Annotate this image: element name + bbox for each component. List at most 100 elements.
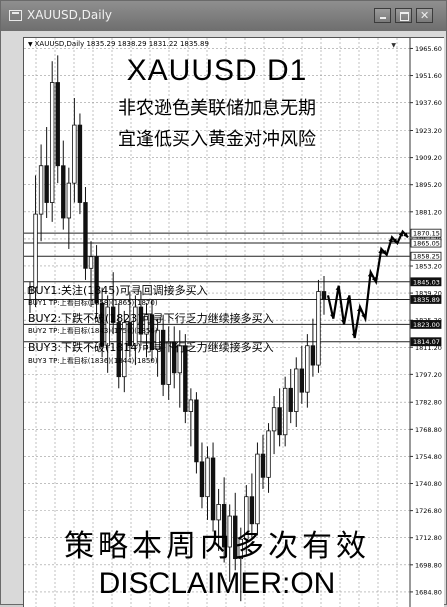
price-tag-label: 1870.15 <box>413 230 440 238</box>
price-axis-label: 1811.20 <box>415 344 442 352</box>
projection-arrow-head <box>381 249 387 255</box>
projection-arrow-head <box>361 313 366 319</box>
candle-body-bearish <box>183 345 188 412</box>
candle-body-bullish <box>255 453 260 525</box>
price-axis-label: 1839.20 <box>415 290 442 298</box>
projection-arrow-head <box>330 313 335 319</box>
projection-arrow-head <box>371 276 376 282</box>
price-tag-box <box>410 295 442 304</box>
projection-arrow-head <box>346 295 351 301</box>
candle-body-bullish <box>27 287 33 294</box>
price-tag-label: 1823.00 <box>413 321 440 329</box>
price-tag-box <box>410 320 442 329</box>
maximize-button[interactable] <box>395 8 412 23</box>
candle-body-bearish <box>116 322 121 378</box>
price-tag-box <box>410 228 442 238</box>
candle-body-bullish <box>282 387 288 436</box>
buy2-tp-label: BUY2 TP:上看目标(1843)(1750)(1856) <box>28 327 158 335</box>
candle-body-bullish <box>166 341 171 385</box>
candle-body-bullish <box>155 329 160 350</box>
price-axis-label: 1782.80 <box>415 399 442 407</box>
candle-body-bearish <box>321 291 327 300</box>
chart-shift-marker-icon[interactable]: ▼ <box>391 42 396 49</box>
candle-body-bearish <box>127 322 133 347</box>
price-axis-label: 1712.80 <box>415 534 442 542</box>
candle-body-bullish <box>271 407 277 432</box>
price-axis-label: 1698.80 <box>415 561 442 569</box>
candle-body-bullish <box>216 504 221 521</box>
ohlc-text: XAUUSD,Daily 1835.29 1838.29 1831.22 183… <box>34 40 209 48</box>
candle-body-bearish <box>260 453 266 478</box>
candle-body-bearish <box>138 306 144 335</box>
candle-body-bullish <box>133 306 138 347</box>
projection-arrow-head <box>388 237 394 243</box>
buy1-label: BUY1:关注(1845)可寻回调接多买入 <box>28 284 208 297</box>
candle-body-bullish <box>122 322 127 378</box>
dropdown-triangle-icon[interactable]: ▼ <box>28 41 33 48</box>
price-tag-label: 1835.89 <box>413 296 440 304</box>
candle-body-bearish <box>111 306 116 323</box>
candle-body-bullish <box>266 430 271 478</box>
price-axis-label: 1965.60 <box>415 45 442 53</box>
price-axis-label: 1754.80 <box>415 453 442 461</box>
candle-body-bearish <box>199 461 205 498</box>
price-axis-label: 1909.20 <box>415 154 442 162</box>
price-tag-box <box>410 238 442 248</box>
price-tag-label: 1814.07 <box>413 338 440 346</box>
projection-arrow-head <box>378 248 383 254</box>
candle-body-bullish <box>66 182 72 219</box>
minimize-icon <box>380 17 386 19</box>
projection-arrow-head <box>367 272 373 277</box>
maximize-icon <box>400 12 409 21</box>
price-tag-label: 1845.03 <box>413 278 440 286</box>
chart-overlay-title: XAUUSD D1 <box>126 54 308 87</box>
disclaimer-text: DISCLAIMER:ON <box>98 567 336 600</box>
candle-body-bearish <box>83 202 88 269</box>
candle-body-bearish <box>94 256 99 304</box>
chart-overlay-subtitle-2: 宜逢低买入黄金对冲风险 <box>118 129 316 150</box>
candle-body-bearish <box>172 341 177 374</box>
candle-body-bearish <box>299 368 305 393</box>
projection-arrow-head <box>335 285 341 291</box>
close-button[interactable]: ✕ <box>416 8 433 23</box>
candle-body-bullish <box>105 306 110 347</box>
price-axis-label: 1937.60 <box>415 99 442 107</box>
candle-body-bullish <box>72 124 77 184</box>
candle-body-bullish <box>33 213 38 289</box>
candle-body-bullish <box>227 515 232 548</box>
minimize-button[interactable] <box>374 8 391 23</box>
price-chart[interactable]: 1965.60 1951.60 1937.60 1923.20 1909.20 1895.… <box>24 38 444 607</box>
projection-arrow-head <box>351 333 357 338</box>
price-tag-box <box>410 251 442 261</box>
candle-body-bullish <box>305 345 310 393</box>
candle-body-bullish <box>144 314 149 335</box>
buy1-tp-label: BUY1 TP:上看目标(1858)(1865)(1870) <box>28 299 158 307</box>
price-axis-label: 1923.20 <box>415 127 442 135</box>
chart-area[interactable]: 1965.60 1951.60 1937.60 1923.20 1909.20 1895.… <box>23 37 444 607</box>
window-titlebar[interactable]: XAUUSD,Daily ✕ <box>1 1 446 31</box>
candle-body-bearish <box>194 399 199 463</box>
projection-arrow-head <box>356 307 362 312</box>
candle-body-bullish <box>49 82 55 203</box>
candle-body-bearish <box>44 165 49 203</box>
candle-body-bullish <box>177 345 182 374</box>
window-title: XAUUSD,Daily <box>27 8 113 22</box>
candle-body-bearish <box>310 345 316 366</box>
candle-body-bearish <box>277 407 282 436</box>
buy3-label: BUY3:下跌不破(1814)可寻下行乏力继续接多买入 <box>28 341 274 354</box>
buy2-label: BUY2:下跌不破(1823)可寻下行乏力继续接多买入 <box>28 312 274 325</box>
candle-body-bearish <box>221 504 227 548</box>
projection-arrow-head <box>398 231 404 237</box>
price-axis-label: 1881.20 <box>415 208 442 216</box>
candle-body-bearish <box>210 457 216 521</box>
candle-body-bullish <box>88 256 94 269</box>
chart-window-icon <box>9 10 22 21</box>
price-axis-label: 1740.80 <box>415 480 442 488</box>
candle-body-bullish <box>188 399 194 412</box>
projection-arrow-head <box>341 319 346 325</box>
candle-body-bearish <box>99 302 105 347</box>
projection-arrow-head <box>392 238 398 244</box>
price-tag-label: 1865.05 <box>413 240 440 248</box>
chart-overlay-subtitle-1: 非农逊色美联储加息无期 <box>118 98 316 119</box>
